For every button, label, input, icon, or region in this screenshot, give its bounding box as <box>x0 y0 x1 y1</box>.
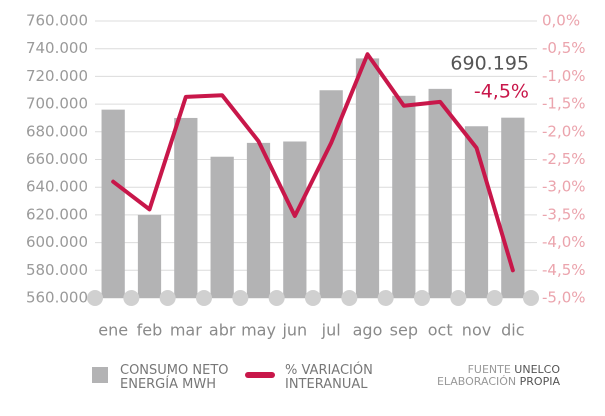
bar <box>137 214 162 298</box>
x-tick-label: jul <box>321 321 341 340</box>
data-label: 690.195 <box>450 53 529 75</box>
y2-tick-label: -3,0% <box>542 178 586 196</box>
x-tick-label: nov <box>462 321 491 340</box>
line <box>111 52 515 273</box>
x-tick-label: may <box>241 321 276 340</box>
bar <box>319 90 343 298</box>
bar <box>246 142 271 298</box>
bar <box>355 58 380 298</box>
data-label: -4,5% <box>474 81 529 103</box>
axis-dot <box>196 290 212 306</box>
legend-label: CONSUMO NETO ENERGÍA MWH <box>120 363 229 392</box>
bar <box>392 95 416 298</box>
y2-tick-label: -3,5% <box>542 205 586 223</box>
y2-tick-label: -2,5% <box>542 150 586 168</box>
x-tick-label: ago <box>353 321 383 340</box>
legend-label: % VARIACIÓN INTERANUAL <box>285 363 373 392</box>
y-tick-label: 640.000 <box>26 178 88 196</box>
y-tick-label: 740.000 <box>26 39 88 57</box>
bar <box>174 117 198 298</box>
source-line: ELABORACIÓN PROPIA <box>420 376 560 388</box>
y-tick-label: 560.000 <box>26 289 88 307</box>
y-tick-label: 600.000 <box>26 233 88 251</box>
axis-dot <box>232 290 249 306</box>
bar <box>101 109 125 298</box>
y2-tick-label: -4,5% <box>542 261 586 279</box>
axis-dot <box>159 290 176 306</box>
legend-swatch-line <box>245 372 275 378</box>
source-value: PROPIA <box>519 375 560 388</box>
y2-tick-label: -5,0% <box>542 289 586 307</box>
x-tick-label: feb <box>137 321 163 340</box>
y2-tick-label: -0,5% <box>542 39 586 57</box>
y-tick-label: 660.000 <box>26 150 88 168</box>
axis-dot <box>268 290 285 306</box>
bar <box>283 141 307 298</box>
source-note: FUENTE UNELCO ELABORACIÓN PROPIA <box>420 364 560 388</box>
source-value: UNELCO <box>514 363 560 376</box>
source-label: FUENTE <box>467 363 511 376</box>
source-line: FUENTE UNELCO <box>420 364 560 376</box>
y2-tick-label: -2,0% <box>542 122 586 140</box>
y-tick-label: 760.000 <box>26 12 88 30</box>
axis-dot <box>123 290 140 306</box>
y-tick-label: 580.000 <box>26 261 88 279</box>
y-tick-label: 720.000 <box>26 67 88 85</box>
y2-tick-label: -1,0% <box>542 67 586 85</box>
axis-dot <box>341 290 358 306</box>
x-tick-label: oct <box>428 321 453 340</box>
y2-tick-label: -4,0% <box>542 233 586 251</box>
x-tick-label: dic <box>501 321 524 340</box>
source-label: ELABORACIÓN <box>436 375 517 388</box>
axis-dot <box>523 290 539 306</box>
y-tick-label: 700.000 <box>26 95 88 113</box>
bar <box>428 88 452 299</box>
x-tick-label: sep <box>390 321 418 340</box>
legend-swatch-bar <box>92 367 108 383</box>
axis-dot <box>486 290 503 306</box>
axis-dot <box>414 290 430 306</box>
y-tick-label: 680.000 <box>26 122 88 140</box>
x-tick-label: jun <box>281 321 307 340</box>
y-tick-label: 620.000 <box>26 205 88 223</box>
bar <box>210 156 234 298</box>
axis-dot <box>377 290 394 306</box>
axis-dot <box>87 290 103 306</box>
axis-dot <box>305 290 321 306</box>
x-tick-label: mar <box>170 321 202 340</box>
x-tick-label: abr <box>209 321 236 340</box>
y2-tick-label: -1,5% <box>542 95 586 113</box>
y2-tick-label: 0,0% <box>542 12 580 30</box>
axis-dot <box>450 290 467 306</box>
x-tick-label: ene <box>98 321 128 340</box>
